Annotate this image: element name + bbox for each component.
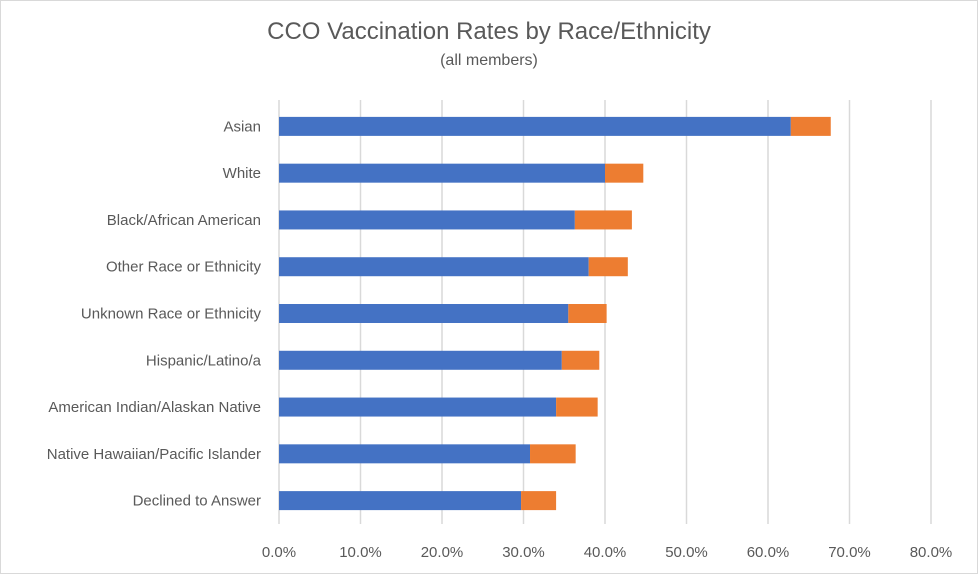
bar-segment-series-1 — [279, 304, 569, 323]
bar-segment-series-2 — [556, 397, 598, 417]
bar-segment-series-1 — [279, 257, 589, 277]
x-tick-label: 70.0% — [828, 544, 871, 561]
bar-segment-series-2 — [568, 304, 607, 323]
x-tick-label: 40.0% — [584, 544, 627, 561]
category-label: Other Race or Ethnicity — [106, 259, 262, 276]
bar-segment-series-1 — [279, 163, 605, 183]
bar-segment-series-2 — [790, 116, 831, 136]
category-label: Native Hawaiian/Pacific Islander — [47, 446, 261, 463]
bar-segment-series-1 — [279, 210, 575, 230]
category-label: Hispanic/Latino/a — [146, 352, 262, 369]
x-tick-label: 10.0% — [339, 544, 382, 561]
x-tick-label: 0.0% — [262, 544, 296, 561]
category-label: Declined to Answer — [133, 493, 261, 510]
x-tick-label: 20.0% — [421, 544, 464, 561]
bar-segment-series-2 — [561, 350, 600, 370]
chart-title: CCO Vaccination Rates by Race/Ethnicity — [267, 18, 711, 45]
bar-segment-series-1 — [279, 350, 562, 370]
bar-segment-series-1 — [279, 116, 791, 136]
category-label: American Indian/Alaskan Native — [48, 399, 261, 416]
x-tick-label: 80.0% — [910, 544, 953, 561]
category-label: Black/African American — [107, 212, 261, 229]
chart-subtitle: (all members) — [440, 52, 538, 69]
category-label: White — [223, 165, 261, 182]
bar-segment-series-2 — [574, 210, 632, 230]
bar-segment-series-1 — [279, 444, 531, 464]
bar-segment-series-1 — [279, 397, 557, 417]
bar-segment-series-1 — [279, 491, 522, 511]
bar-segment-series-2 — [521, 491, 557, 511]
x-tick-label: 30.0% — [502, 544, 545, 561]
bar-segment-series-2 — [588, 257, 628, 277]
category-label: Unknown Race or Ethnicity — [81, 306, 262, 323]
bar-segment-series-2 — [530, 444, 576, 464]
x-tick-label: 50.0% — [665, 544, 708, 561]
bar-segment-series-2 — [605, 163, 644, 183]
category-label: Asian — [223, 118, 261, 135]
x-tick-label: 60.0% — [747, 544, 790, 561]
